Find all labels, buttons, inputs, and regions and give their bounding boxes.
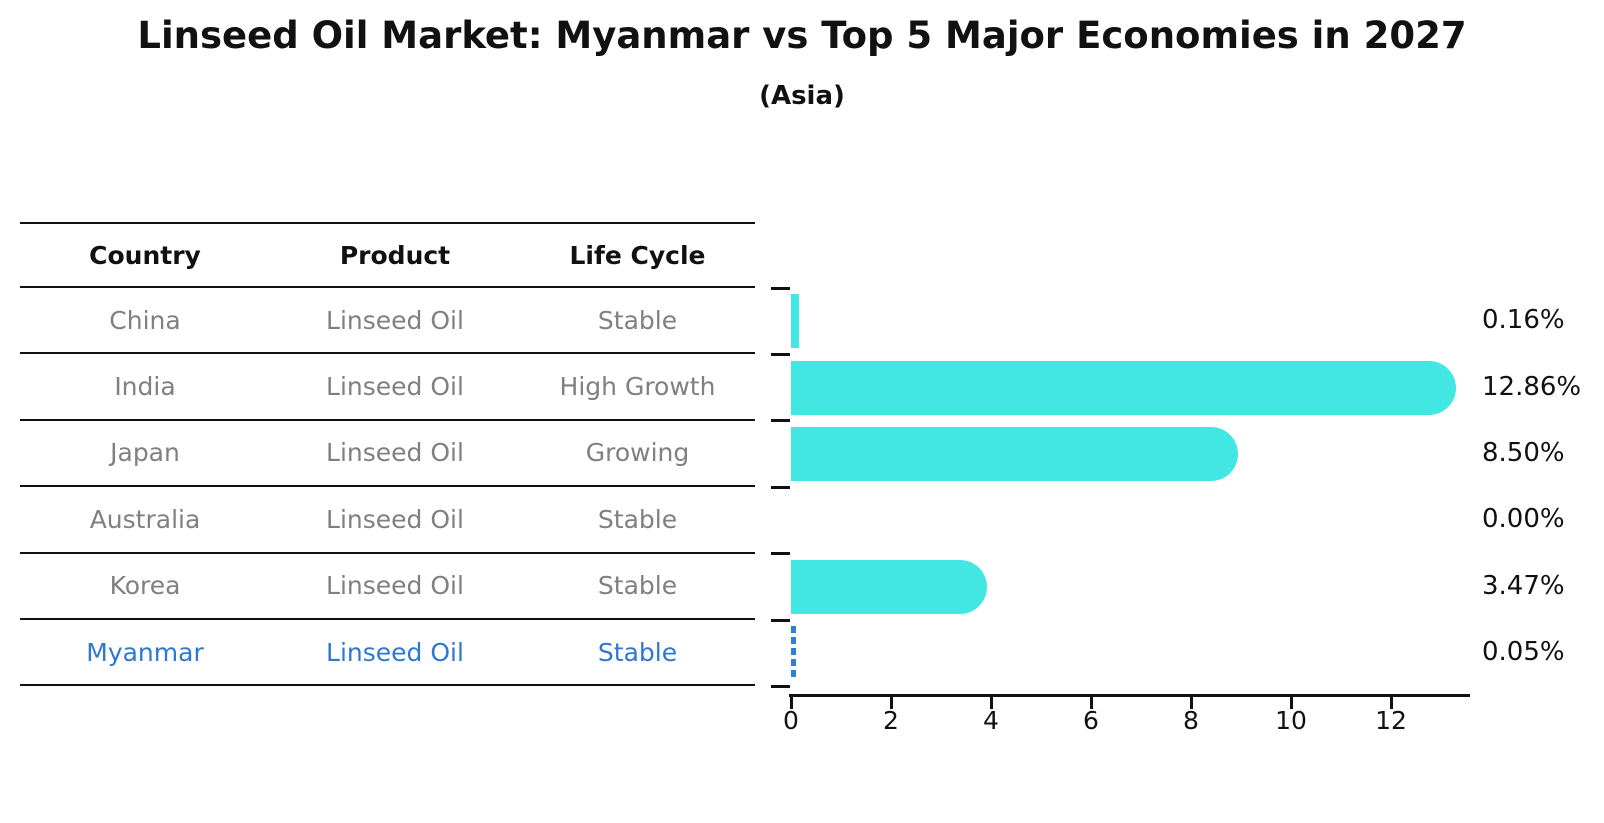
- bar-value-label-korea: 3.47%: [1482, 570, 1565, 601]
- y-axis-tick: [771, 352, 790, 356]
- cell-country: Japan: [110, 438, 180, 468]
- cell-product: Linseed Oil: [326, 504, 464, 534]
- bar-value-label-japan: 8.50%: [1482, 438, 1565, 468]
- x-axis-tick: [790, 697, 793, 709]
- x-axis-tick-label: 0: [783, 706, 799, 735]
- table-row-china: China Linseed Oil Stable: [20, 288, 755, 355]
- cell-life-cycle: Growing: [585, 438, 690, 468]
- x-axis-tick: [990, 697, 993, 709]
- country-table: Country Product Life Cycle China Linseed …: [20, 222, 755, 687]
- cell-life-cycle: Stable: [597, 504, 678, 534]
- y-axis-tick: [771, 684, 790, 688]
- cell-product: Linseed Oil: [326, 305, 464, 335]
- x-axis-line: [789, 694, 1470, 697]
- cell-life-cycle: High Growth: [559, 372, 716, 402]
- bar-value-label-australia: 0.00%: [1482, 504, 1565, 535]
- x-axis-tick-label: 4: [983, 706, 999, 735]
- table-row-japan: Japan Linseed Oil Growing: [20, 421, 755, 488]
- cell-country: Australia: [89, 504, 201, 534]
- table-row-korea: Korea Linseed Oil Stable: [20, 554, 755, 620]
- cell-life-cycle: Stable: [597, 571, 678, 601]
- x-axis-tick: [1190, 697, 1193, 709]
- table-header-product: Product: [339, 240, 451, 270]
- bar-india: [791, 360, 1456, 415]
- cell-product: Linseed Oil: [326, 372, 464, 402]
- x-axis-tick: [1290, 697, 1293, 709]
- cell-product: Linseed Oil: [326, 637, 464, 667]
- x-axis-tick-label: 2: [883, 706, 899, 735]
- cell-country: China: [109, 305, 181, 335]
- x-axis-tick-label: 10: [1275, 706, 1307, 735]
- table-header-life-cycle: Life Cycle: [569, 240, 706, 270]
- y-axis-tick: [771, 618, 790, 622]
- x-axis-tick-label: 8: [1183, 706, 1199, 735]
- cell-country: India: [114, 372, 176, 402]
- x-axis-tick: [1090, 697, 1093, 709]
- bar-value-label-india: 12.86%: [1482, 371, 1582, 402]
- cell-country: Myanmar: [86, 637, 204, 667]
- chart-subtitle: (Asia): [759, 81, 845, 111]
- y-axis-tick: [771, 552, 790, 556]
- cell-life-cycle: Stable: [597, 305, 678, 335]
- bar-japan: [791, 427, 1238, 481]
- y-axis-tick: [771, 419, 790, 423]
- table-header-row: Country Product Life Cycle: [20, 222, 755, 288]
- bar-value-label-china: 0.16%: [1482, 305, 1565, 336]
- bar-value-label-myanmar: 0.05%: [1482, 637, 1565, 668]
- table-row-india: India Linseed Oil High Growth: [20, 354, 755, 421]
- bar-china: [791, 294, 799, 349]
- bar-myanmar: [791, 626, 796, 681]
- x-axis-tick: [1390, 697, 1393, 709]
- cell-country: Korea: [109, 571, 181, 601]
- cell-life-cycle: Stable: [597, 637, 678, 667]
- y-axis-tick: [771, 485, 790, 489]
- x-axis-tick-label: 6: [1083, 706, 1099, 735]
- x-axis-tick-label: 12: [1375, 706, 1407, 735]
- bar-korea: [791, 559, 987, 614]
- y-axis-tick: [771, 286, 790, 290]
- cell-product: Linseed Oil: [326, 438, 464, 468]
- table-row-myanmar: Myanmar Linseed Oil Stable: [20, 620, 755, 687]
- cell-product: Linseed Oil: [326, 571, 464, 601]
- chart-title: Linseed Oil Market: Myanmar vs Top 5 Maj…: [137, 14, 1467, 57]
- x-axis-tick: [890, 697, 893, 709]
- table-header-country: Country: [89, 240, 201, 270]
- table-row-australia: Australia Linseed Oil Stable: [20, 487, 755, 554]
